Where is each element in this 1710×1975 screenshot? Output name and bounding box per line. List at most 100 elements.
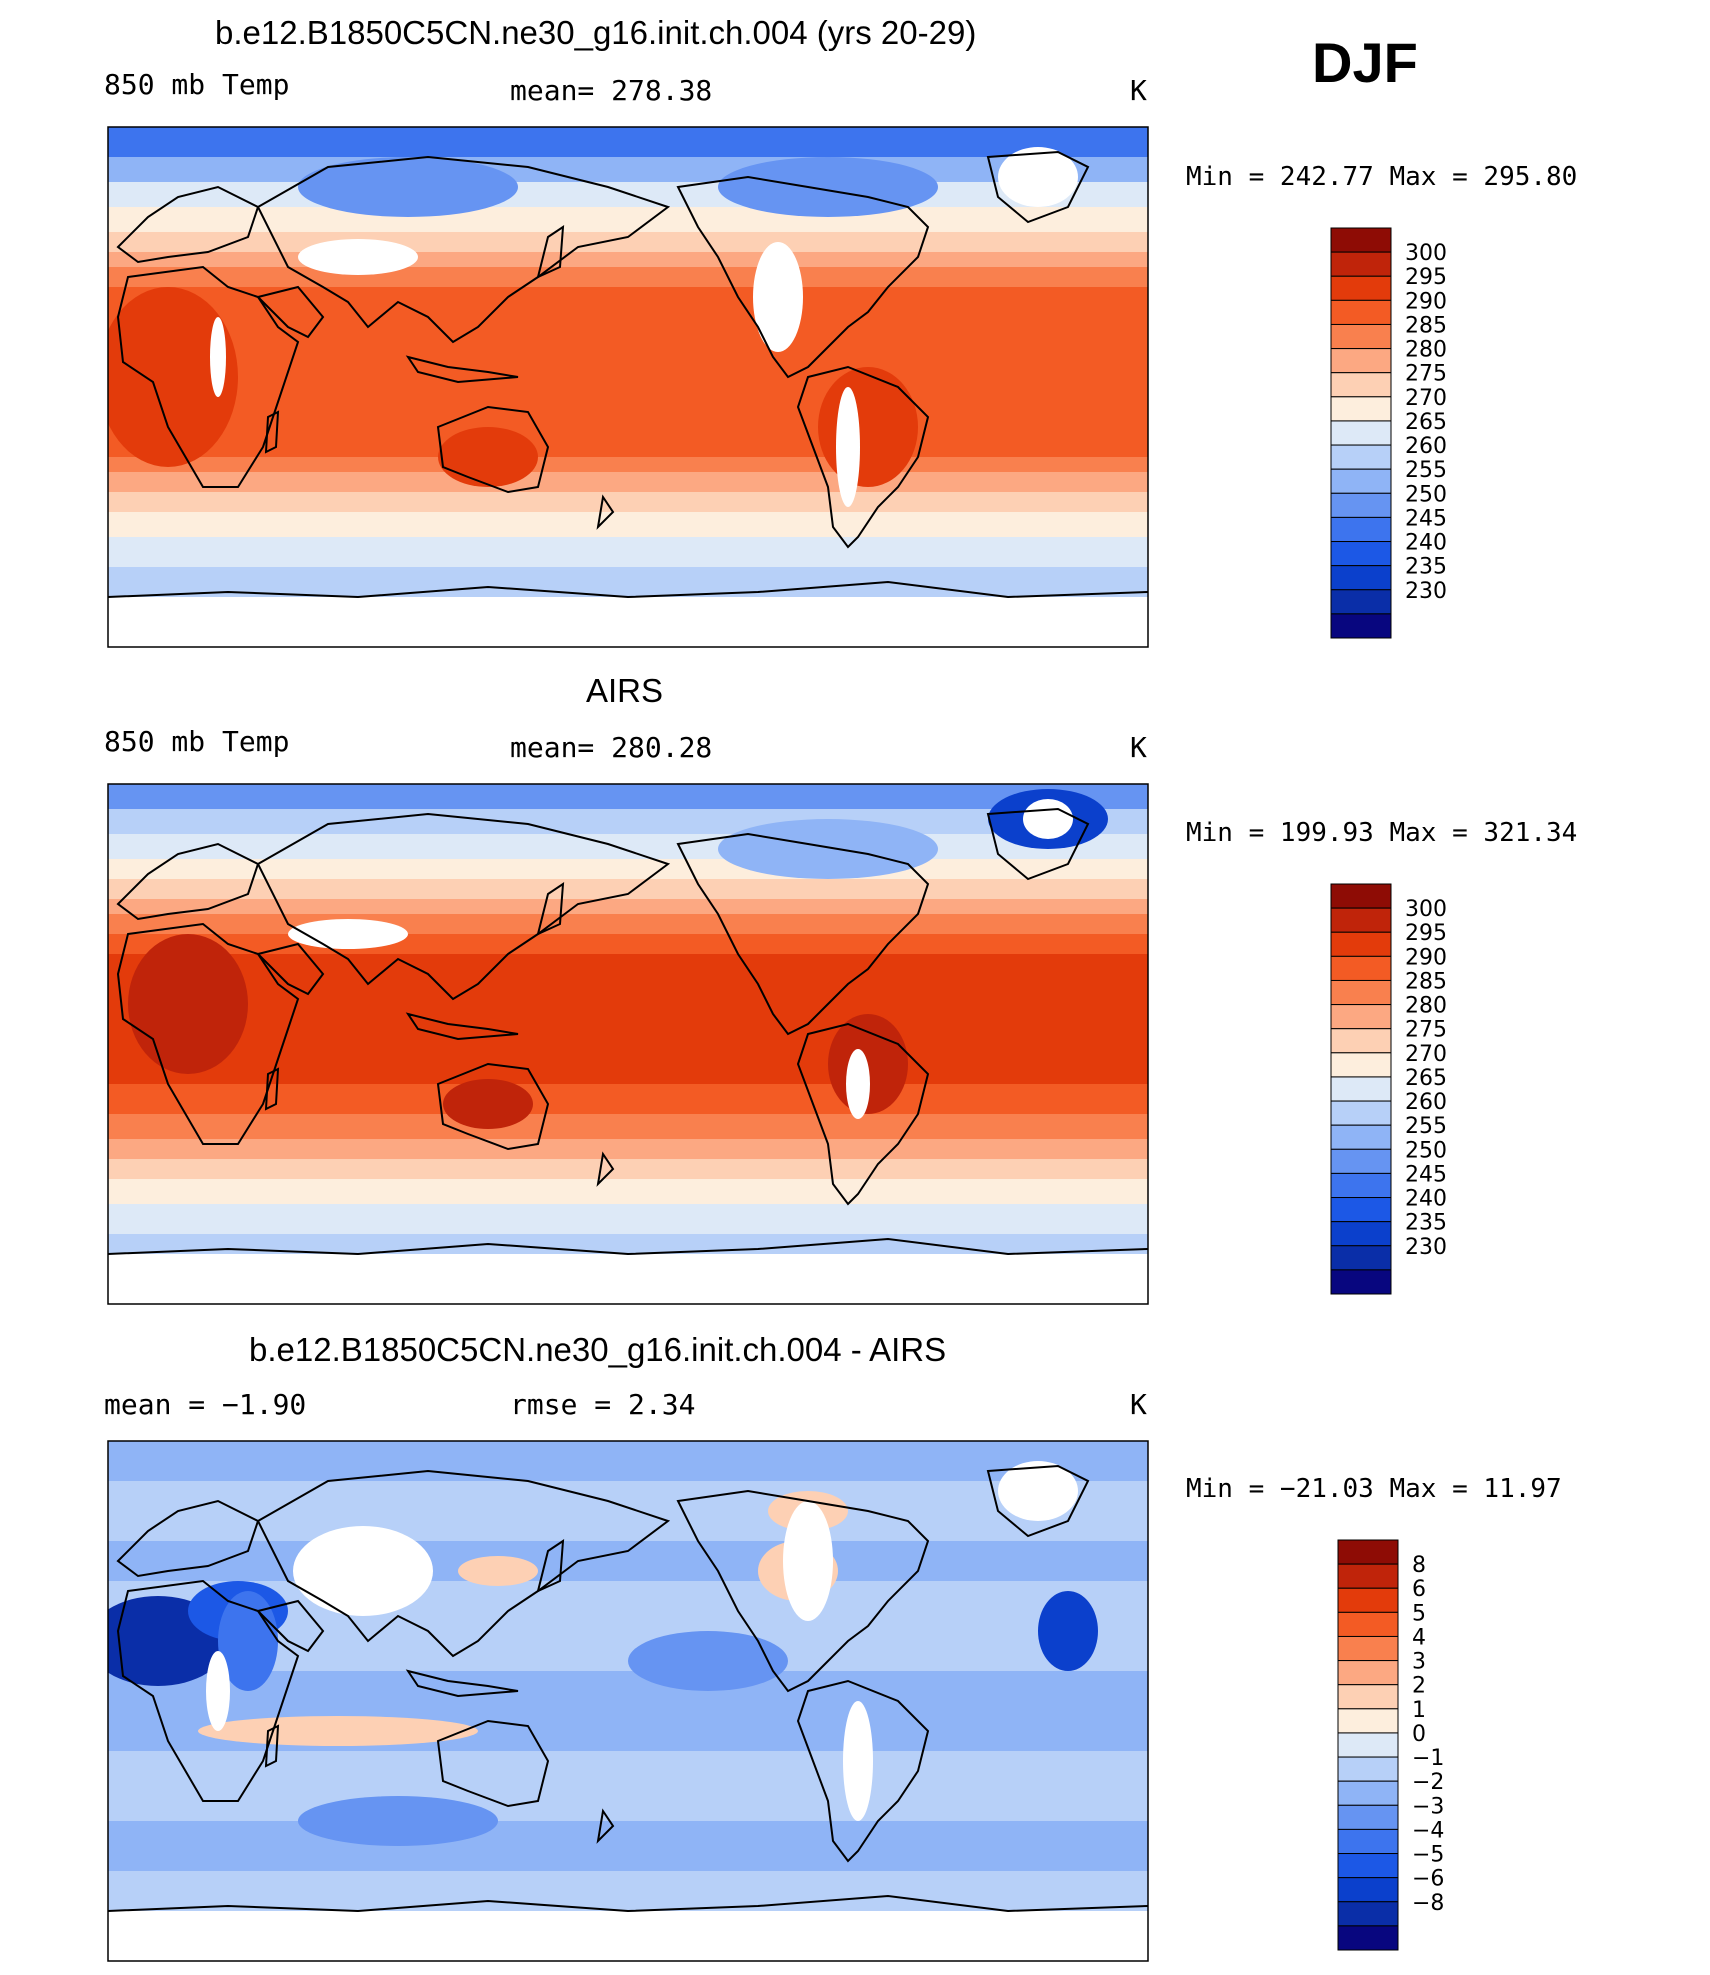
panel2-band-0 [108, 784, 1148, 809]
panel3-colorbar-swatch-5 [1337, 1660, 1399, 1686]
panel3-band-8 [108, 1911, 1148, 1961]
panel3-colorbar-swatch-6 [1337, 1684, 1399, 1710]
panel2-colorbar-swatch-8 [1330, 1076, 1392, 1102]
panel1-variable-label: 850 mb Temp [104, 68, 290, 101]
panel1-missing-0 [298, 239, 418, 275]
panel1-band-14 [108, 597, 1148, 647]
panel2-band-2 [108, 834, 1148, 859]
panel3-colorbar-tick-label-0: 8 [1412, 1553, 1426, 1578]
panel3-colorbar-swatch-16 [1337, 1925, 1399, 1951]
panel3-region-6 [628, 1631, 788, 1691]
panel3-colorbar-tick-label-6: 1 [1412, 1698, 1426, 1723]
panel3-colorbar-tick-label-13: −6 [1412, 1867, 1444, 1892]
panel2-colorbar-swatch-11 [1330, 1148, 1392, 1174]
panel2-band-6 [108, 914, 1148, 934]
panel1-colorbar-tick-label-7: 265 [1405, 410, 1447, 435]
panel1-minmax: Min = 242.77 Max = 295.80 [1186, 162, 1578, 192]
panel1-band-4 [108, 232, 1148, 252]
panel1-colorbar-swatch-3 [1330, 299, 1392, 325]
panel3-colorbar-tick-label-14: −8 [1412, 1891, 1444, 1916]
panel3-colorbar-swatch-7 [1337, 1708, 1399, 1734]
panel2-colorbar-swatch-3 [1330, 955, 1392, 981]
panel3-band-5 [108, 1751, 1148, 1821]
panel3-colorbar-swatch-12 [1337, 1828, 1399, 1855]
panel2-frame [107, 783, 1149, 1305]
panel2-colorbar-swatch-9 [1330, 1100, 1392, 1126]
panel3-colorbar-tick-label-9: −2 [1412, 1770, 1444, 1795]
panel1-frame [107, 126, 1149, 648]
panel3-missing-4 [206, 1651, 230, 1731]
panel1-colorbar-tick-label-8: 260 [1405, 434, 1447, 459]
panel1-colorbar-tick-label-3: 285 [1405, 313, 1447, 338]
panel2-colorbar-tick-label-9: 255 [1405, 1114, 1447, 1139]
panel3-colorbar-tick-label-1: 6 [1412, 1577, 1426, 1602]
panel3-colorbar-swatch-1 [1337, 1563, 1399, 1589]
panel1-title: b.e12.B1850C5CN.ne30_g16.init.ch.004 (yr… [215, 14, 977, 51]
panel3-title: b.e12.B1850C5CN.ne30_g16.init.ch.004 - A… [249, 1331, 947, 1368]
panel2-region-1 [443, 1079, 533, 1129]
panel3-region-5 [1038, 1591, 1098, 1671]
panel2-colorbar-tick-label-6: 270 [1405, 1042, 1447, 1067]
panel3-colorbar-swatch-2 [1337, 1587, 1399, 1613]
panel1-colorbar-tick-label-11: 245 [1405, 506, 1447, 531]
panel3-colorbar-swatch-10 [1337, 1780, 1399, 1806]
panel2-colorbar-swatch-0 [1330, 883, 1392, 909]
panel2-band-4 [108, 879, 1148, 899]
panel1-region-0 [108, 287, 238, 467]
panel3-missing-2 [783, 1501, 833, 1621]
panel2-colorbar-tick-label-5: 275 [1405, 1018, 1447, 1043]
panel3-region-7 [298, 1796, 498, 1846]
panel1-band-7 [108, 287, 1148, 457]
panel2-colorbar-tick-label-11: 245 [1405, 1162, 1447, 1187]
panel3-minmax: Min = −21.03 Max = 11.97 [1186, 1474, 1562, 1504]
panel3-colorbar-swatch-4 [1337, 1635, 1399, 1662]
panel2-region-0 [128, 934, 248, 1074]
panel2-band-10 [108, 1114, 1148, 1139]
panel2-missing-1 [1023, 799, 1073, 839]
panel1-units-label: K [1130, 74, 1147, 107]
panel1-colorbar-swatch-8 [1330, 420, 1392, 446]
panel2-minmax: Min = 199.93 Max = 321.34 [1186, 818, 1578, 848]
panel1-colorbar-swatch-10 [1330, 468, 1392, 494]
panel2-colorbar-tick-label-1: 295 [1405, 921, 1447, 946]
panel2-band-13 [108, 1179, 1148, 1204]
panel1-colorbar-swatch-0 [1330, 227, 1392, 253]
panel3-band-7 [108, 1871, 1148, 1911]
panel1-colorbar-swatch-4 [1330, 323, 1392, 350]
panel3-colorbar-swatch-3 [1337, 1611, 1399, 1637]
panel2-map [107, 783, 1149, 1305]
panel2-colorbar-tick-label-12: 240 [1405, 1187, 1447, 1212]
panel1-colorbar-swatch-14 [1330, 565, 1392, 591]
panel3-band-3 [108, 1581, 1148, 1671]
panel1-colorbar-tick-label-5: 275 [1405, 362, 1447, 387]
panel1-colorbar-tick-label-6: 270 [1405, 386, 1447, 411]
panel3-colorbar-swatch-14 [1337, 1877, 1399, 1903]
panel2-colorbar-tick-label-7: 265 [1405, 1066, 1447, 1091]
panel1-region-3 [298, 157, 518, 217]
panel3-colorbar-tick-label-8: −1 [1412, 1746, 1444, 1771]
panel1-region-4 [718, 157, 938, 217]
panel1-colorbar-tick-label-9: 255 [1405, 458, 1447, 483]
panel1-colorbar-swatch-9 [1330, 444, 1392, 470]
panel1-colorbar-swatch-2 [1330, 275, 1392, 301]
panel1-colorbar-tick-label-4: 280 [1405, 338, 1447, 363]
panel1-band-12 [108, 537, 1148, 567]
panel3-band-6 [108, 1821, 1148, 1871]
panel3-mean-label: mean = −1.90 [104, 1388, 307, 1421]
panel2-colorbar-swatch-4 [1330, 979, 1392, 1006]
panel2-colorbar-tick-label-8: 260 [1405, 1090, 1447, 1115]
panel2-band-1 [108, 809, 1148, 834]
panel2-colorbar-swatch-15 [1330, 1245, 1392, 1271]
panel3-missing-3 [843, 1701, 873, 1821]
panel2-missing-2 [846, 1049, 870, 1119]
panel2-band-11 [108, 1139, 1148, 1159]
panel2-colorbar-swatch-7 [1330, 1052, 1392, 1078]
panel1-colorbar-tick-label-10: 250 [1405, 482, 1447, 507]
panel3-band-2 [108, 1541, 1148, 1581]
panel2-colorbar-swatch-2 [1330, 931, 1392, 957]
panel3-colorbar-tick-label-12: −5 [1412, 1843, 1444, 1868]
panel3-colorbar-swatch-11 [1337, 1804, 1399, 1830]
panel3-region-2 [458, 1556, 538, 1586]
panel1-band-3 [108, 207, 1148, 232]
